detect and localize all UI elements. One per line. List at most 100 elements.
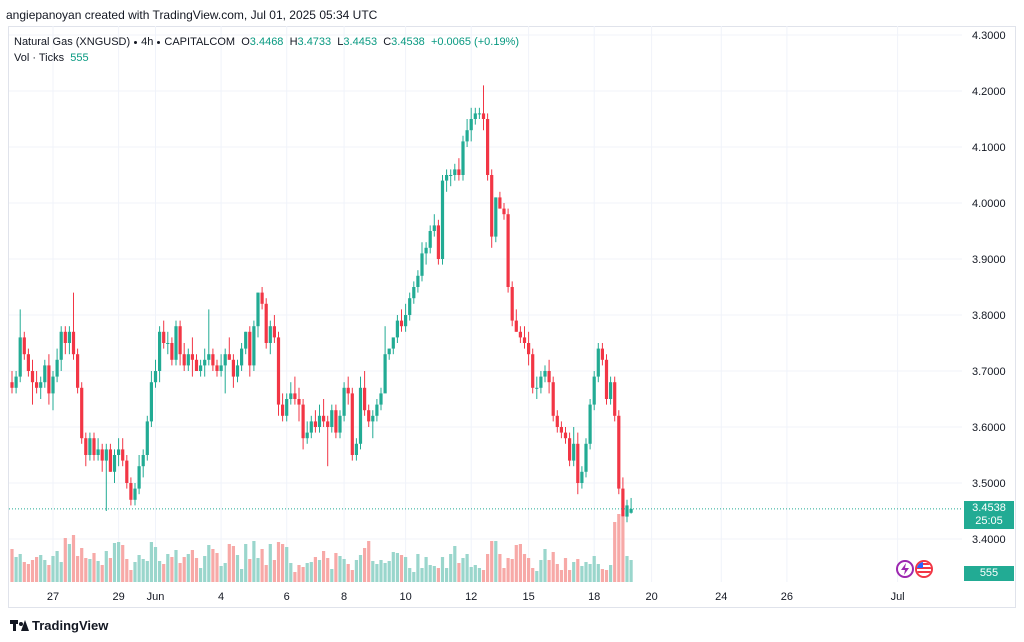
candle-body bbox=[555, 415, 559, 427]
candle-body bbox=[539, 376, 543, 388]
candle-body bbox=[170, 343, 174, 360]
volume-bar bbox=[412, 572, 416, 582]
volume-bar bbox=[461, 558, 465, 582]
candle-body bbox=[47, 365, 51, 394]
last-price-value: 3.4538 bbox=[972, 502, 1006, 514]
candle-body bbox=[621, 488, 625, 517]
candle-body bbox=[572, 443, 576, 461]
volume-bar bbox=[260, 549, 264, 582]
candle-body bbox=[604, 359, 609, 399]
close-value: 3.4538 bbox=[391, 36, 425, 48]
candle-body bbox=[363, 387, 367, 411]
volume-bar bbox=[141, 559, 145, 582]
volume-bar bbox=[231, 546, 235, 582]
close-label: C bbox=[383, 36, 392, 48]
candle-body bbox=[420, 253, 424, 276]
candle-body bbox=[80, 387, 84, 439]
candle-body bbox=[494, 197, 498, 237]
x-tick-label: 12 bbox=[465, 591, 477, 603]
volume-bar bbox=[211, 549, 215, 582]
candle-body bbox=[432, 225, 436, 231]
volume-bar bbox=[527, 558, 531, 582]
volume-bar bbox=[490, 541, 494, 582]
volume-bar bbox=[465, 554, 469, 582]
candle-body bbox=[305, 432, 309, 439]
tradingview-logo[interactable]: TradingView bbox=[10, 618, 108, 633]
volume-bar bbox=[334, 553, 338, 582]
volume-bar bbox=[149, 542, 153, 582]
candle-body bbox=[125, 460, 129, 483]
y-tick-label: 3.7000 bbox=[972, 366, 1006, 378]
low-label: L bbox=[337, 36, 344, 48]
volume-indicator-label[interactable]: Vol · Ticks bbox=[14, 52, 65, 64]
candle-body bbox=[350, 393, 354, 455]
volume-bar bbox=[39, 555, 43, 582]
volume-bar bbox=[625, 556, 629, 582]
candle-body bbox=[153, 371, 158, 383]
volume-bar bbox=[223, 563, 227, 582]
volume-bar bbox=[235, 555, 240, 582]
candle-body bbox=[518, 331, 522, 338]
volume-bar bbox=[330, 569, 334, 582]
volume-bar bbox=[88, 559, 92, 582]
volume-bar bbox=[408, 568, 412, 582]
chart-pane[interactable] bbox=[8, 26, 1016, 608]
candle-body bbox=[379, 393, 383, 405]
candle-body bbox=[387, 348, 391, 355]
candle-body bbox=[129, 483, 133, 500]
volume-bar bbox=[297, 565, 301, 582]
volume-bar bbox=[363, 548, 367, 582]
candle-body bbox=[158, 331, 162, 371]
volume-bar bbox=[125, 559, 129, 582]
volume-bar bbox=[30, 560, 35, 582]
candle-body bbox=[473, 113, 477, 119]
volume-bar bbox=[10, 549, 14, 582]
candle-body bbox=[510, 287, 514, 321]
volume-bar bbox=[506, 558, 510, 582]
candle-body bbox=[67, 331, 71, 343]
volume-bar bbox=[313, 557, 317, 582]
candle-body bbox=[453, 169, 457, 175]
candle-body bbox=[338, 415, 342, 433]
candle-body bbox=[30, 371, 35, 383]
volume-bar bbox=[350, 570, 354, 582]
volume-bar bbox=[428, 565, 432, 582]
us-flag-icon[interactable] bbox=[915, 560, 933, 578]
volume-bar bbox=[547, 560, 551, 582]
candle-body bbox=[35, 382, 39, 388]
symbol-name[interactable]: Natural Gas (XNGUSD) bbox=[14, 36, 131, 48]
candle-body bbox=[174, 326, 178, 360]
x-tick-label: Jul bbox=[891, 591, 905, 603]
volume-bar bbox=[317, 560, 322, 582]
brand-name: TradingView bbox=[32, 618, 109, 633]
volume-bar bbox=[227, 544, 231, 582]
event-markers[interactable] bbox=[896, 560, 936, 580]
candle-body bbox=[281, 404, 285, 416]
candle-body bbox=[399, 320, 404, 327]
volume-bar bbox=[395, 553, 399, 582]
candle-body bbox=[428, 231, 432, 248]
x-tick-label: 29 bbox=[112, 591, 124, 603]
x-tick-label: 8 bbox=[341, 591, 347, 603]
candle-body bbox=[522, 337, 527, 343]
candle-body bbox=[199, 365, 203, 371]
volume-bar bbox=[174, 550, 178, 582]
volume-bar bbox=[445, 568, 449, 582]
interval-label[interactable]: 4h bbox=[141, 36, 154, 48]
economic-event-icon[interactable] bbox=[896, 560, 914, 578]
volume-bar bbox=[486, 554, 490, 582]
volume-bar bbox=[18, 554, 22, 582]
tv-logo-icon bbox=[10, 620, 29, 631]
candle-body bbox=[268, 326, 272, 343]
candle-body bbox=[215, 365, 219, 371]
volume-bar bbox=[215, 553, 219, 582]
candle-body bbox=[194, 359, 199, 371]
volume-bar bbox=[281, 544, 285, 582]
x-tick-label: 24 bbox=[715, 591, 727, 603]
candle-body bbox=[260, 292, 264, 304]
volume-bar bbox=[35, 557, 39, 582]
candle-body bbox=[531, 354, 535, 388]
volume-bar bbox=[436, 568, 440, 582]
x-tick-label: 4 bbox=[218, 591, 224, 603]
